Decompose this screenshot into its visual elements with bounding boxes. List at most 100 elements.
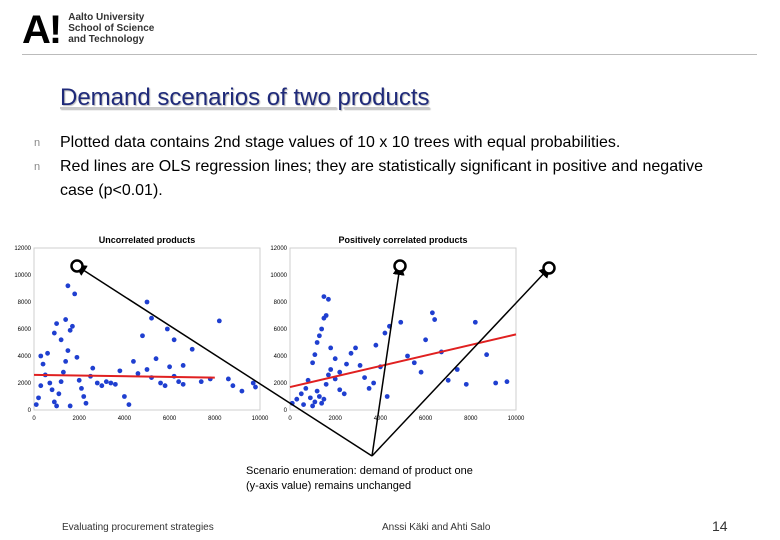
scenario-marker — [542, 261, 556, 275]
data-point — [144, 367, 150, 372]
data-point — [76, 377, 82, 383]
data-point — [316, 333, 322, 339]
data-point — [312, 399, 318, 405]
data-point — [332, 356, 338, 362]
data-point — [36, 395, 41, 401]
data-point — [70, 323, 75, 329]
data-point — [294, 396, 300, 402]
data-point — [180, 381, 186, 387]
data-point — [90, 365, 96, 371]
data-point — [58, 379, 64, 385]
data-point — [312, 352, 318, 358]
footer-authors: Anssi Käki and Ahti Salo — [382, 522, 491, 533]
data-point — [348, 350, 354, 356]
data-point — [140, 333, 145, 339]
data-point — [79, 386, 84, 391]
data-point — [33, 402, 39, 407]
y-tick-label: 4000 — [18, 354, 32, 360]
logo-line-1: Aalto University — [68, 12, 145, 23]
data-point — [216, 318, 222, 324]
data-point — [382, 330, 388, 336]
data-point — [74, 354, 80, 360]
data-point — [337, 387, 343, 393]
y-tick-label: 0 — [28, 408, 32, 414]
data-point — [51, 399, 57, 405]
data-point — [94, 380, 100, 386]
data-point — [371, 380, 377, 386]
data-point — [49, 387, 55, 393]
data-point — [83, 400, 89, 406]
y-tick-label: 12000 — [14, 246, 31, 252]
data-point — [319, 326, 325, 332]
data-point — [250, 380, 256, 386]
data-point — [239, 388, 245, 394]
chart-uncorrelated-svg: Uncorrelated products 0 2000 4000 6000 8000 10… — [14, 235, 269, 422]
data-point — [418, 369, 424, 375]
data-point — [180, 363, 186, 368]
y-tick-label: 12000 — [270, 246, 287, 252]
data-point — [51, 330, 57, 336]
data-point — [493, 380, 499, 386]
data-point — [432, 317, 438, 322]
chart-uncorrelated: Uncorrelated products 0 2000 4000 6000 8000 10… — [8, 232, 270, 428]
bullet-text: Plotted data contains 2nd stage values o… — [60, 134, 621, 151]
data-point — [316, 394, 322, 399]
x-tick-label: 0 — [288, 416, 292, 422]
x-tick-label: 0 — [32, 416, 36, 422]
x-tick-label: 10000 — [508, 416, 525, 422]
data-point — [373, 342, 379, 348]
data-point — [445, 377, 451, 383]
data-point — [472, 319, 478, 325]
chart-positively-correlated: Positively correlated products 0 2000 4000 6… — [264, 232, 526, 428]
y-tick-label: 2000 — [18, 381, 32, 387]
data-point — [122, 394, 127, 399]
data-point — [504, 379, 510, 385]
data-point — [429, 310, 435, 316]
data-point — [135, 371, 141, 376]
data-point — [164, 326, 170, 332]
bullet-item: n Red lines are OLS regression lines; th… — [34, 155, 734, 203]
data-point — [366, 386, 372, 391]
data-point — [303, 386, 309, 391]
data-point — [307, 395, 313, 401]
footer-title: Evaluating procurement strategies — [62, 522, 214, 533]
data-point — [411, 360, 417, 366]
annotation: Scenario enumeration: demand of product … — [246, 464, 546, 494]
data-point — [58, 337, 64, 343]
data-point — [38, 383, 44, 389]
x-tick-label: 6000 — [163, 416, 177, 422]
data-point — [323, 313, 329, 318]
logo-mark: A! — [22, 10, 62, 50]
data-point — [167, 364, 173, 370]
data-point — [65, 348, 71, 353]
data-point — [47, 380, 53, 386]
logo: A! Aalto University School of Science an… — [22, 10, 154, 50]
x-tick-label: 2000 — [329, 416, 343, 422]
data-point — [405, 353, 410, 359]
data-point — [108, 380, 114, 386]
data-point — [54, 403, 59, 409]
data-point — [103, 379, 109, 385]
bullet-list: n Plotted data contains 2nd stage values… — [34, 131, 734, 203]
data-point — [423, 337, 428, 343]
data-point — [310, 360, 315, 366]
y-tick-label: 8000 — [18, 300, 32, 306]
x-tick-label: 4000 — [118, 416, 132, 422]
data-point — [189, 346, 195, 352]
data-point — [176, 379, 182, 385]
y-tick-label: 10000 — [270, 273, 287, 279]
data-point — [387, 323, 392, 329]
data-point — [321, 294, 327, 299]
data-point — [289, 400, 295, 406]
data-point — [310, 403, 315, 409]
data-point — [357, 363, 363, 368]
chart-correlated-svg: Positively correlated products 0 2000 4000 6… — [270, 235, 525, 422]
y-tick-label: 6000 — [274, 327, 288, 333]
y-tick-label: 6000 — [18, 327, 32, 333]
data-point — [314, 388, 320, 394]
data-point — [126, 402, 132, 407]
x-tick-label: 2000 — [73, 416, 87, 422]
data-point — [463, 381, 469, 387]
data-point — [171, 337, 177, 343]
data-point — [117, 368, 123, 374]
